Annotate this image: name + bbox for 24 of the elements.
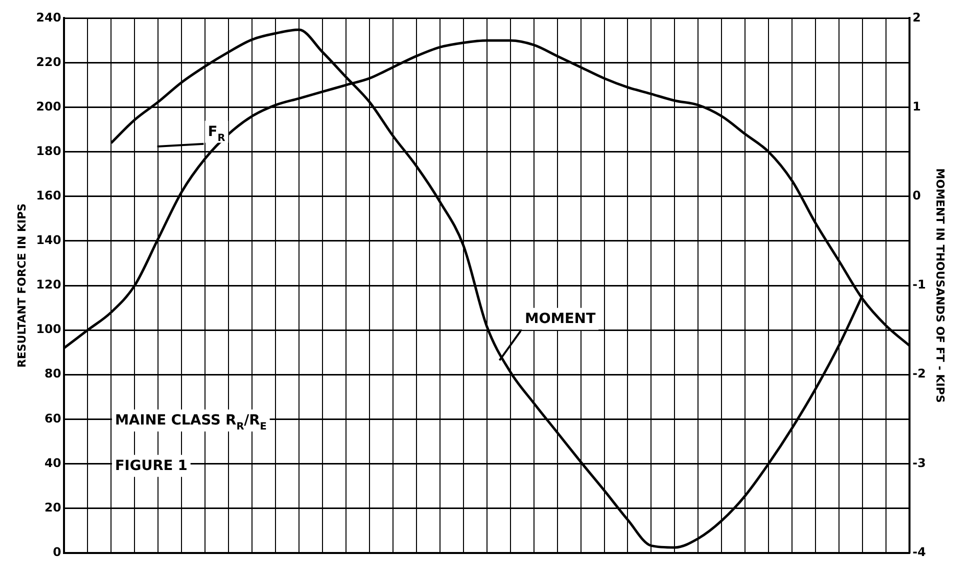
y-tick-label: 20 <box>44 500 62 514</box>
y-tick-label: 40 <box>44 456 62 470</box>
y-tick-label: 140 <box>36 233 62 248</box>
y-tick-label: 220 <box>36 54 62 69</box>
y2-tick-label: -1 <box>912 278 926 292</box>
y2-tick-label: 1 <box>912 99 921 114</box>
y2-tick-label: 0 <box>912 188 921 203</box>
y-tick-label: 80 <box>44 366 62 381</box>
y-tick-label: 0 <box>52 544 62 559</box>
y-tick-label: 180 <box>36 144 62 158</box>
annotation: MOMENT <box>524 310 596 327</box>
y2-tick-label: -3 <box>912 456 926 470</box>
y-tick-label: 240 <box>36 10 62 24</box>
y-tick-label: 120 <box>36 278 62 292</box>
y2-tick-label: 2 <box>912 10 921 24</box>
y-tick-label: 100 <box>36 322 62 336</box>
y-axis-title: RESULTANT FORCE IN KIPS <box>15 203 28 368</box>
annotation: FIGURE 1 <box>114 458 188 474</box>
y2-axis-title: MOMENT IN THOUSANDS OF FT - KIPS <box>934 168 947 403</box>
y2-tick-label: -2 <box>912 366 926 381</box>
y2-tick-label: -4 <box>912 544 926 559</box>
y-tick-label: 160 <box>36 188 62 203</box>
y-tick-label: 200 <box>36 99 62 114</box>
y-tick-label: 60 <box>44 411 62 426</box>
